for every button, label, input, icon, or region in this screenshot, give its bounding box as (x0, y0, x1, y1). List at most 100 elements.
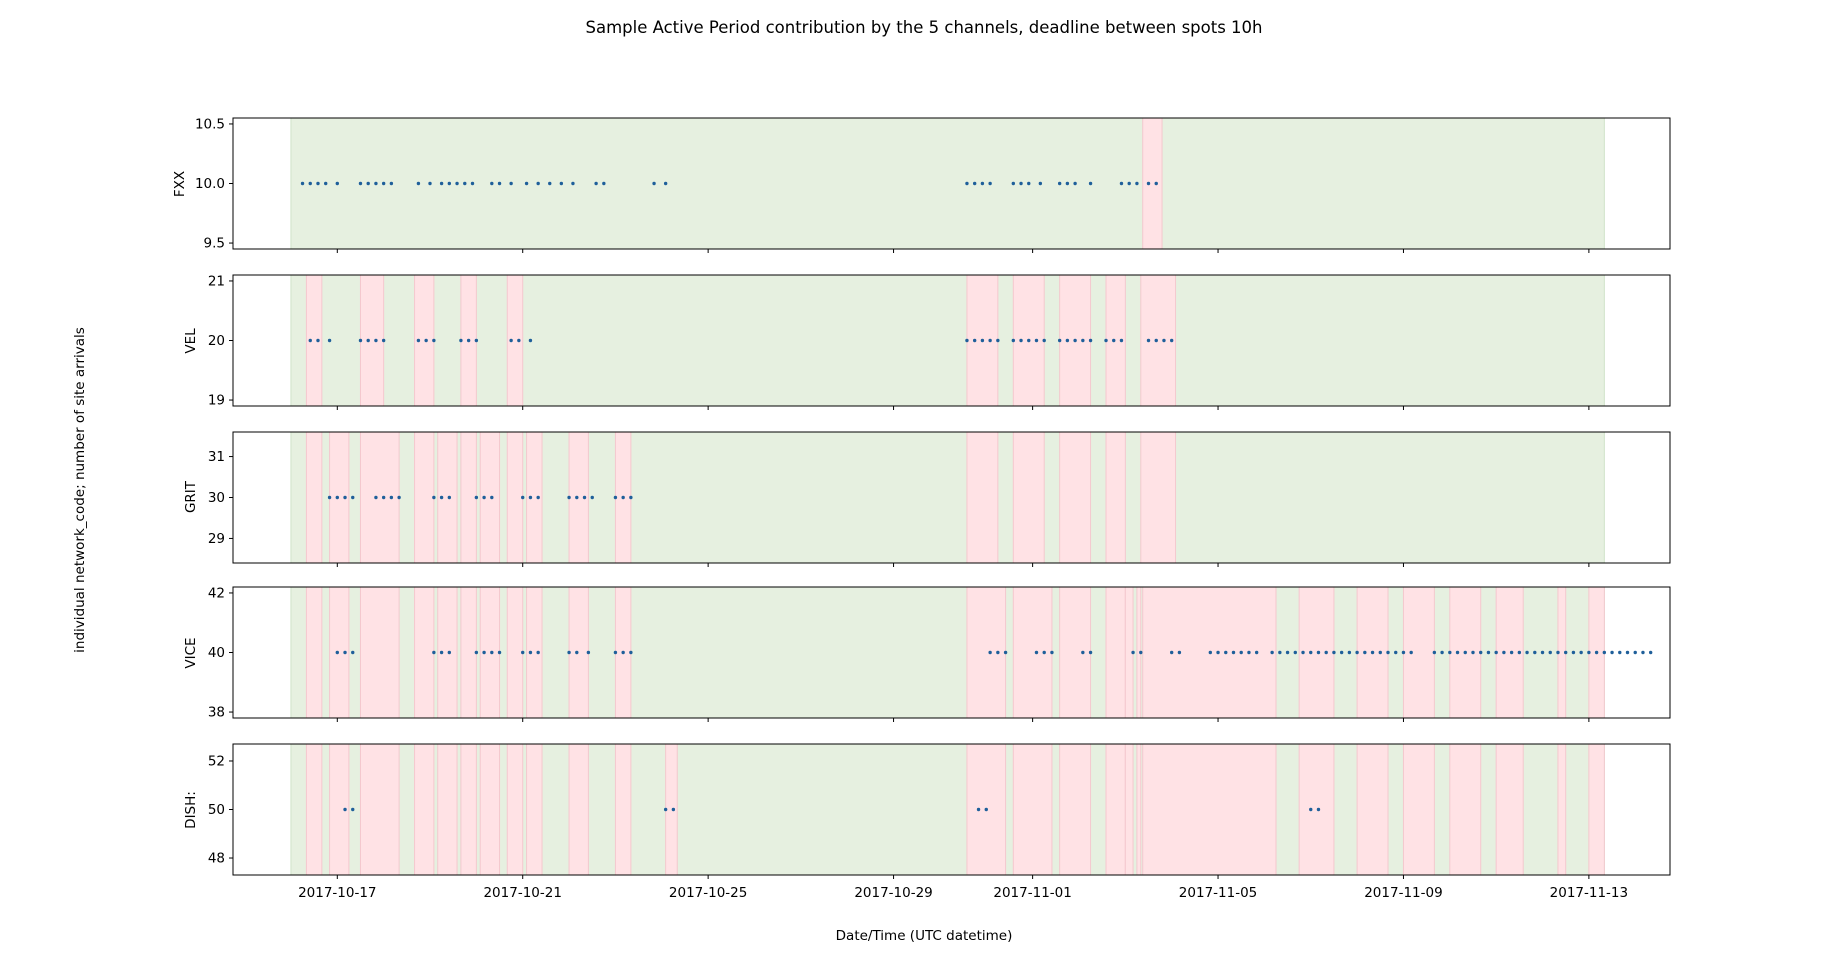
y-tick-label-fxx-1: 10.0 (195, 176, 225, 192)
arrival-point-vice-51 (1370, 650, 1375, 655)
arrival-point-grit-6 (389, 495, 394, 500)
arrival-point-vice-66 (1502, 650, 1506, 655)
arrival-point-vice-23 (1042, 650, 1046, 655)
arrival-point-fxx-43 (1135, 181, 1139, 186)
arrival-point-vel-9 (432, 338, 436, 343)
arrival-point-fxx-25 (594, 181, 598, 186)
panel-vel: 19 20 21 VEL (183, 273, 1671, 410)
arrival-point-vel-21 (1011, 338, 1016, 343)
arrival-point-fxx-40 (1088, 181, 1093, 186)
gap-span-dish-7 (506, 743, 524, 876)
arrival-point-fxx-27 (652, 181, 656, 186)
arrival-point-vice-1 (343, 650, 347, 655)
arrival-point-dish-2 (663, 807, 668, 812)
arrival-point-vel-22 (1019, 338, 1023, 343)
arrival-point-vice-38 (1270, 650, 1274, 655)
y-tick-label-dish-0: 48 (208, 851, 225, 867)
arrival-point-vel-29 (1081, 338, 1085, 343)
arrival-point-vel-18 (980, 338, 985, 343)
arrival-point-fxx-11 (428, 181, 432, 186)
arrival-point-vice-64 (1486, 650, 1491, 655)
x-axis-label: Date/Time (UTC datetime) (836, 928, 1013, 944)
arrival-point-grit-4 (374, 495, 378, 500)
gap-span-dish-6 (479, 743, 501, 876)
arrival-point-fxx-4 (335, 181, 339, 186)
y-tick-label-grit-0: 29 (208, 531, 225, 547)
arrival-point-vel-27 (1065, 338, 1070, 343)
gap-span-grit-2 (359, 431, 400, 564)
arrival-point-fxx-34 (1019, 181, 1023, 186)
x-tick-label-3: 2017-10-29 (854, 885, 932, 901)
arrival-point-vel-20 (996, 338, 1000, 343)
arrival-point-vice-6 (474, 650, 479, 655)
gap-span-dish-2 (359, 743, 400, 876)
gap-span-dish-0 (305, 743, 323, 876)
arrival-point-fxx-14 (455, 181, 459, 186)
arrival-point-grit-18 (575, 495, 579, 500)
arrival-point-vice-84 (1641, 650, 1645, 655)
arrival-point-fxx-21 (536, 181, 540, 186)
arrival-point-fxx-19 (509, 181, 513, 186)
gap-span-dish-17 (1136, 743, 1142, 876)
arrival-point-vice-34 (1231, 650, 1236, 655)
arrival-point-vice-0 (335, 650, 339, 655)
x-tick-label-4: 2017-11-01 (993, 885, 1071, 901)
y-tick-label-vel-0: 19 (208, 393, 225, 409)
arrival-point-vice-46 (1332, 650, 1336, 655)
arrival-point-grit-22 (621, 495, 625, 500)
arrival-point-grit-23 (629, 495, 633, 500)
x-tick-label-7: 2017-11-13 (1550, 885, 1628, 901)
y-tick-label-grit-2: 31 (208, 449, 225, 465)
arrival-point-fxx-26 (602, 181, 606, 186)
arrival-point-grit-11 (474, 495, 479, 500)
gap-span-dish-9 (568, 743, 589, 876)
arrival-point-vice-85 (1648, 650, 1653, 655)
arrival-point-vel-28 (1073, 338, 1077, 343)
arrival-point-grit-1 (335, 495, 339, 500)
arrival-point-fxx-44 (1146, 181, 1151, 186)
arrival-point-vice-57 (1432, 650, 1437, 655)
arrival-point-fxx-31 (980, 181, 985, 186)
arrival-point-vice-75 (1571, 650, 1576, 655)
active-period-fxx (290, 117, 1605, 250)
arrival-point-vel-25 (1042, 338, 1046, 343)
x-tick-label-1: 2017-10-21 (483, 885, 561, 901)
arrival-point-vel-8 (424, 338, 428, 343)
arrival-point-vel-3 (358, 338, 363, 343)
arrival-point-fxx-45 (1154, 181, 1158, 186)
arrival-point-fxx-3 (324, 181, 328, 186)
arrival-point-fxx-39 (1073, 181, 1077, 186)
gap-span-grit-11 (966, 431, 999, 564)
gap-span-vel-1 (359, 274, 385, 407)
gap-span-fxx-0 (1142, 117, 1163, 250)
gap-span-dish-22 (1449, 743, 1482, 876)
arrival-point-fxx-7 (374, 181, 378, 186)
arrival-point-vice-33 (1224, 650, 1228, 655)
arrival-point-vice-7 (482, 650, 486, 655)
arrival-point-dish-7 (1316, 807, 1321, 812)
arrival-point-vice-3 (432, 650, 436, 655)
arrival-point-vel-4 (366, 338, 370, 343)
arrival-point-vice-56 (1409, 650, 1413, 655)
arrival-point-dish-5 (984, 807, 988, 812)
arrival-point-fxx-18 (497, 181, 502, 186)
gap-span-dish-23 (1495, 743, 1524, 876)
gap-span-vice-14 (1105, 586, 1126, 719)
arrival-point-fxx-2 (316, 181, 320, 186)
arrival-point-vel-37 (1169, 338, 1174, 343)
arrival-point-vice-47 (1339, 650, 1344, 655)
gap-span-dish-15 (1105, 743, 1126, 876)
arrival-point-vice-78 (1594, 650, 1599, 655)
arrival-point-grit-9 (439, 495, 444, 500)
y-tick-label-vice-1: 40 (208, 645, 225, 661)
arrival-point-vice-8 (490, 650, 494, 655)
arrival-point-grit-5 (381, 495, 386, 500)
arrival-point-dish-6 (1309, 807, 1313, 812)
arrival-point-fxx-8 (381, 181, 386, 186)
arrival-point-vice-82 (1625, 650, 1630, 655)
arrival-point-vice-24 (1050, 650, 1054, 655)
arrival-point-fxx-1 (308, 181, 312, 186)
arrival-point-grit-0 (327, 495, 332, 500)
arrival-point-vel-0 (308, 338, 312, 343)
arrival-point-vel-6 (381, 338, 386, 343)
